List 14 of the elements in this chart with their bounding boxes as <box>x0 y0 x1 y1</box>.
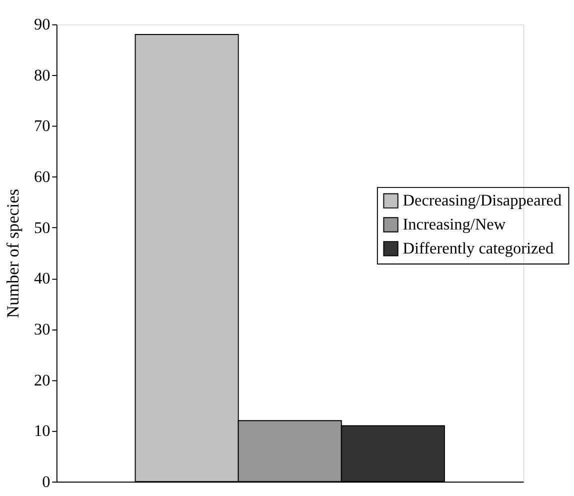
y-tick-label: 10 <box>34 422 50 440</box>
legend-label: Decreasing/Disappeared <box>402 192 562 210</box>
y-tick-label: 40 <box>34 270 50 288</box>
legend-label: Differently categorized <box>402 239 554 258</box>
y-axis-title: Number of species <box>4 188 23 318</box>
y-tick-label: 60 <box>34 168 50 186</box>
y-tick-label: 90 <box>34 16 50 34</box>
y-tick-label: 70 <box>34 117 50 136</box>
y-tick-label: 80 <box>34 66 50 84</box>
y-tick-label: 50 <box>34 218 50 237</box>
y-tick-label: 30 <box>34 320 50 338</box>
legend-label: Increasing/New <box>402 216 506 234</box>
y-tick-label: 20 <box>34 371 50 390</box>
y-tick-label: 0 <box>42 472 50 491</box>
